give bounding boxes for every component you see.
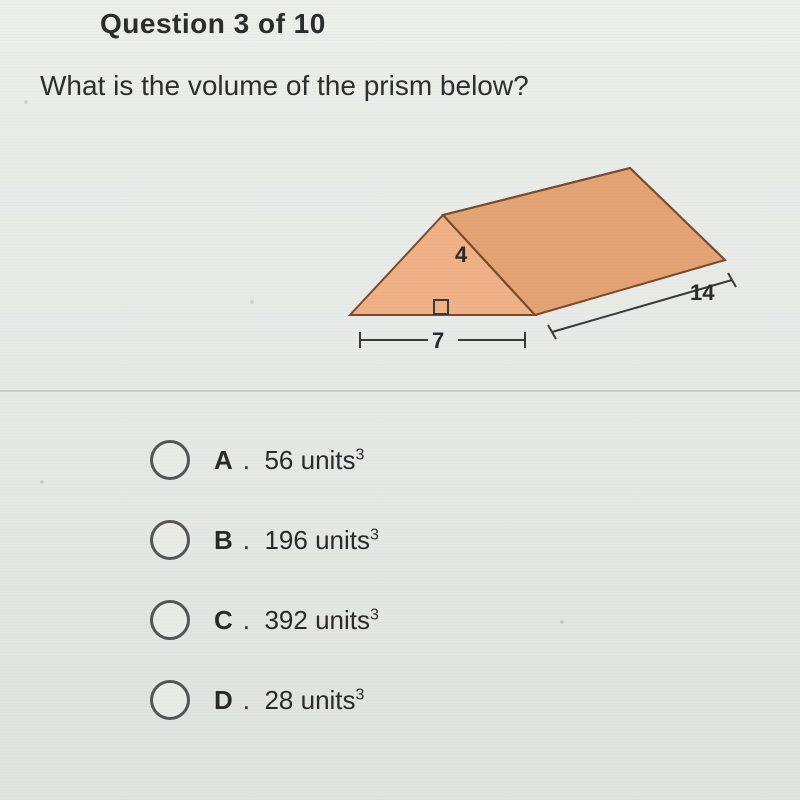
radio-icon[interactable] (150, 680, 190, 720)
radio-icon[interactable] (150, 440, 190, 480)
question-counter: Question 3 of 10 (100, 8, 326, 40)
question-prompt: What is the volume of the prism below? (40, 70, 529, 102)
quiz-screenshot: Question 3 of 10 What is the volume of t… (0, 0, 800, 800)
answer-options: A. 56 units3 B. 196 units3 C. 392 units3… (150, 440, 379, 760)
noise-dot (560, 620, 564, 624)
prism-figure: 4 7 14 (330, 160, 760, 370)
section-divider (0, 390, 800, 392)
noise-dot (40, 480, 44, 484)
option-d-label: D. 28 units3 (214, 685, 364, 716)
option-a-label: A. 56 units3 (214, 445, 364, 476)
option-a[interactable]: A. 56 units3 (150, 440, 379, 480)
option-c-label: C. 392 units3 (214, 605, 379, 636)
noise-dot (24, 100, 28, 104)
radio-icon[interactable] (150, 520, 190, 560)
prism-height-label: 4 (455, 242, 467, 268)
option-d[interactable]: D. 28 units3 (150, 680, 379, 720)
prism-length-label: 14 (690, 280, 714, 306)
noise-dot (250, 300, 254, 304)
option-b-label: B. 196 units3 (214, 525, 379, 556)
prism-base-label: 7 (432, 328, 444, 354)
option-c[interactable]: C. 392 units3 (150, 600, 379, 640)
radio-icon[interactable] (150, 600, 190, 640)
option-b[interactable]: B. 196 units3 (150, 520, 379, 560)
prism-svg (330, 160, 760, 370)
